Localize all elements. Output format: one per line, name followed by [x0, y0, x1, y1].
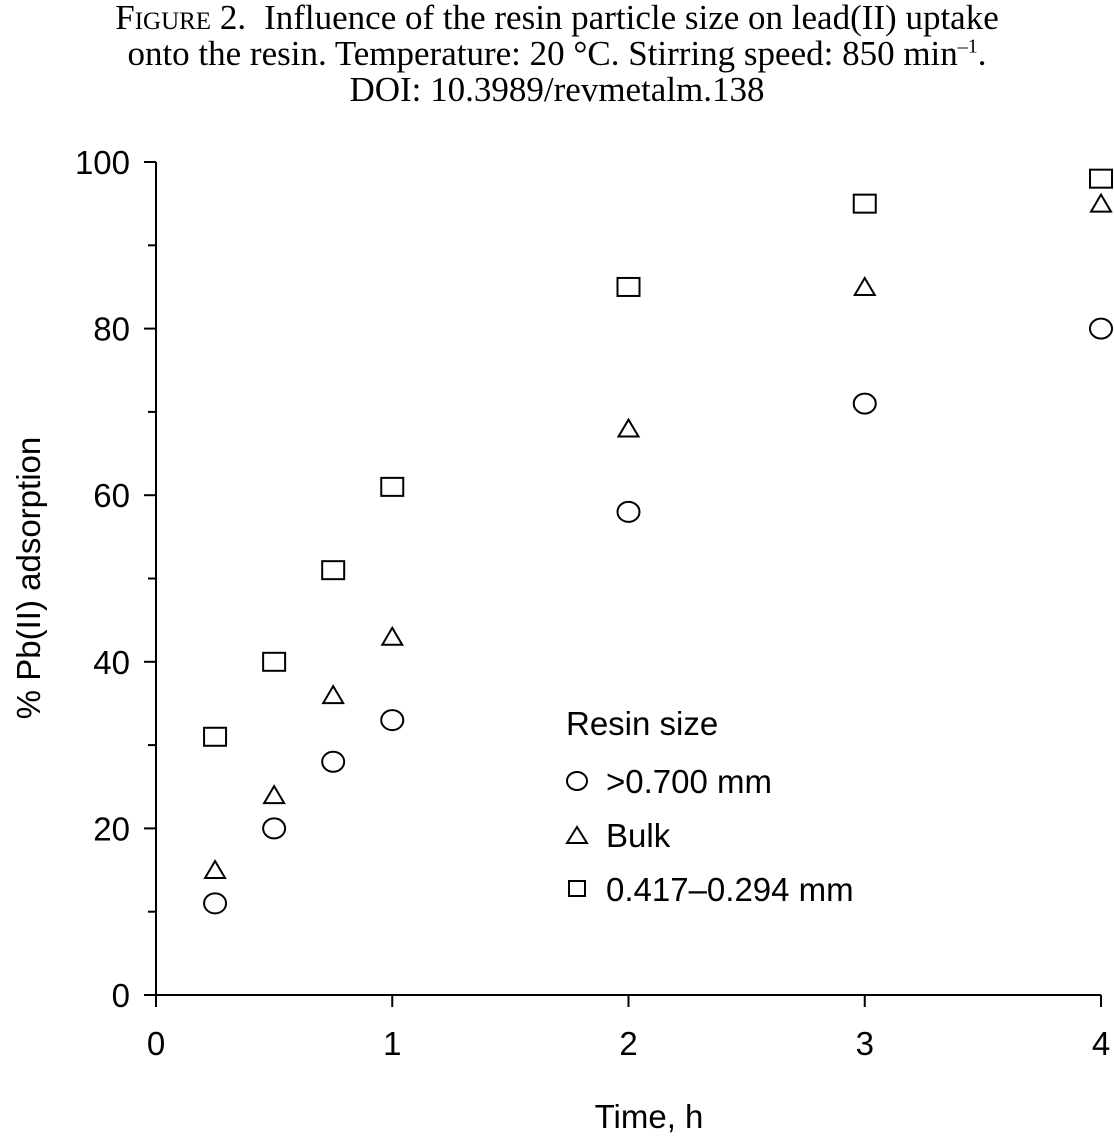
data-point-circle	[616, 500, 641, 523]
legend-title: Resin size	[566, 705, 718, 742]
data-point-triangle	[380, 625, 404, 646]
legend-marker-square	[568, 880, 586, 897]
data-point-circle	[203, 892, 228, 915]
caption-line-1-text: Influence of the resin particle size on …	[264, 0, 999, 37]
legend-label: 0.417–0.294 mm	[606, 871, 854, 908]
caption-line-2-text: onto the resin. Temperature: 20 °C. Stir…	[127, 34, 958, 73]
data-point-circle	[380, 709, 405, 732]
legend-label: Bulk	[606, 817, 671, 854]
data-point-triangle	[203, 859, 227, 880]
caption-superscript: –1	[957, 35, 978, 58]
x-axis-label: Time, h	[595, 1098, 704, 1135]
figure-caption: Figure 2. Influence of the resin particle…	[0, 0, 1114, 108]
data-points	[203, 168, 1113, 915]
data-point-square	[616, 276, 641, 297]
x-tick-label: 4	[1092, 1025, 1110, 1062]
data-point-triangle	[616, 417, 641, 438]
y-tick-label: 0	[112, 977, 130, 1014]
legend-marker-triangle	[565, 825, 589, 844]
y-axis-label: % Pb(II) adsorption	[10, 437, 47, 719]
data-point-square	[852, 193, 877, 214]
data-point-triangle	[321, 684, 345, 705]
y-tick-label: 100	[75, 144, 130, 181]
caption-line-1: Figure 2. Influence of the resin particle…	[0, 0, 1114, 36]
y-tick-label: 60	[93, 477, 130, 514]
x-tick-label: 3	[856, 1025, 874, 1062]
data-point-circle	[262, 817, 287, 840]
data-point-square	[380, 476, 405, 497]
data-point-circle	[321, 750, 346, 773]
x-tick-label: 0	[147, 1025, 165, 1062]
legend: Resin size >0.700 mm Bulk 0.417–0.294 mm	[565, 705, 854, 908]
x-tick-label: 1	[383, 1025, 401, 1062]
figure-label: Figure 2.	[115, 0, 247, 37]
ticks: 0 20 40 60 80 100 0 1 2 3 4	[75, 144, 1110, 1062]
caption-line-2: onto the resin. Temperature: 20 °C. Stir…	[0, 36, 1114, 72]
y-tick-label: 80	[93, 311, 130, 348]
data-point-circle	[1089, 317, 1113, 340]
x-tick-label: 2	[619, 1025, 637, 1062]
caption-line-2-end: .	[977, 34, 987, 73]
legend-label: >0.700 mm	[606, 763, 772, 800]
data-point-triangle	[853, 275, 877, 296]
data-point-square	[203, 726, 228, 747]
caption-doi: DOI: 10.3989/revmetalm.138	[349, 70, 765, 109]
data-point-square	[321, 560, 346, 581]
data-point-triangle	[262, 784, 286, 805]
data-point-circle	[852, 392, 877, 415]
data-point-square	[262, 651, 287, 672]
y-tick-label: 20	[93, 810, 130, 847]
data-point-square	[1089, 168, 1113, 189]
y-tick-label: 40	[93, 644, 130, 681]
legend-marker-circle	[566, 771, 588, 791]
data-point-triangle	[1089, 192, 1113, 213]
